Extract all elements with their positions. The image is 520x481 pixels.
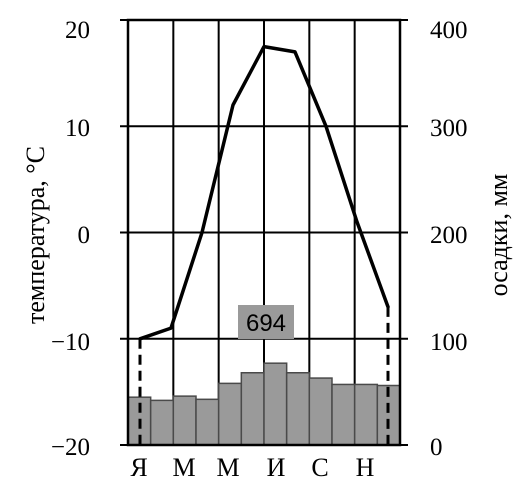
month-tick-labels: Я М М И С Н (130, 453, 374, 481)
precipitation-bar (263, 362, 288, 446)
month-tick-label: С (311, 453, 328, 481)
precip-tick-label: 0 (430, 434, 443, 461)
annual-total-value: 694 (246, 310, 286, 337)
precipitation-bar (331, 383, 356, 446)
precipitation-bar (353, 383, 379, 446)
precipitation-tick-labels: 400 300 200 100 0 (430, 17, 468, 461)
precip-tick-label: 200 (430, 222, 468, 249)
annual-total-box: 694 (238, 305, 294, 339)
month-tick-label: И (267, 453, 286, 481)
temp-tick-label: 10 (65, 115, 90, 142)
precipitation-bars (127, 362, 401, 446)
precipitation-axis-label: осадки, мм (484, 174, 513, 297)
annual-total-background (238, 305, 294, 339)
temperature-tick-labels: 20 10 0 −10 −20 (51, 17, 90, 461)
month-tick-label: М (172, 453, 195, 481)
plot-frame (120, 18, 408, 447)
precipitation-bar (217, 382, 243, 446)
month-tick-label: М (216, 453, 239, 481)
precipitation-bar (308, 377, 333, 446)
precipitation-bar (172, 395, 197, 446)
temp-tick-label: −10 (51, 329, 90, 356)
dashed-connectors (138, 306, 390, 445)
temp-tick-label: 20 (65, 17, 90, 44)
month-tick-label: Н (356, 453, 375, 481)
precipitation-bar (149, 399, 175, 446)
temp-tick-label: −20 (51, 434, 90, 461)
temperature-series (138, 44, 390, 341)
precipitation-bar (240, 372, 265, 446)
temperature-axis-label: температура, °С (21, 146, 50, 324)
precip-tick-label: 300 (430, 115, 468, 142)
precip-tick-label: 400 (430, 17, 468, 44)
precip-tick-label: 100 (430, 329, 468, 356)
temp-tick-label: 0 (78, 222, 91, 249)
temperature-line (138, 44, 390, 341)
month-tick-label: Я (130, 453, 147, 481)
precipitation-bar (285, 372, 311, 446)
precipitation-bar (195, 398, 220, 446)
